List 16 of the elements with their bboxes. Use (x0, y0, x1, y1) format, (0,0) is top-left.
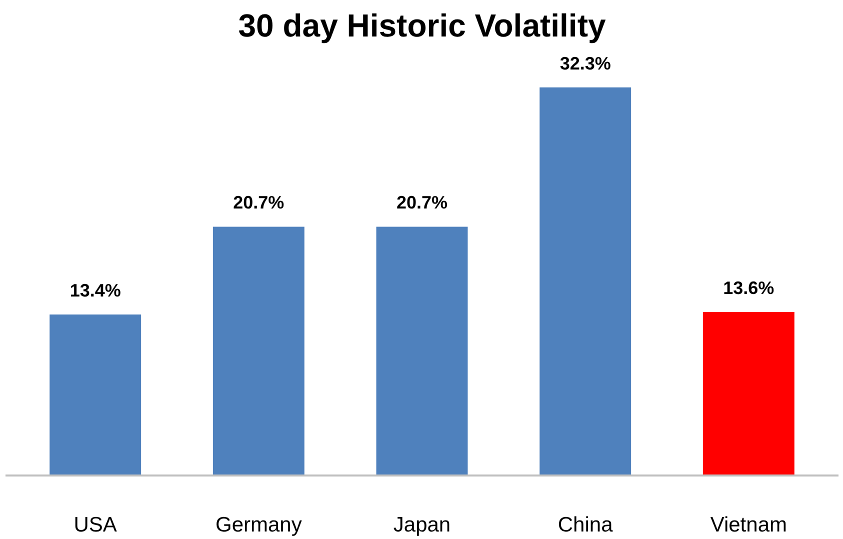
data-label: 20.7% (233, 192, 284, 213)
chart-title: 30 day Historic Volatility (238, 8, 606, 44)
bar (376, 226, 468, 476)
x-tick-label: Japan (393, 514, 451, 536)
data-label: 13.4% (70, 280, 121, 300)
x-tick-label: USA (74, 514, 117, 536)
bar (540, 87, 632, 476)
bar (212, 226, 304, 476)
x-tick-label: China (558, 514, 614, 536)
data-label: 13.6% (723, 278, 774, 298)
data-label: 32.3% (560, 53, 611, 74)
bar (702, 312, 794, 476)
x-tick-label: Germany (215, 514, 302, 536)
x-tick-label: Vietnam (710, 514, 788, 536)
bar (50, 314, 142, 476)
data-label: 20.7% (396, 192, 448, 213)
